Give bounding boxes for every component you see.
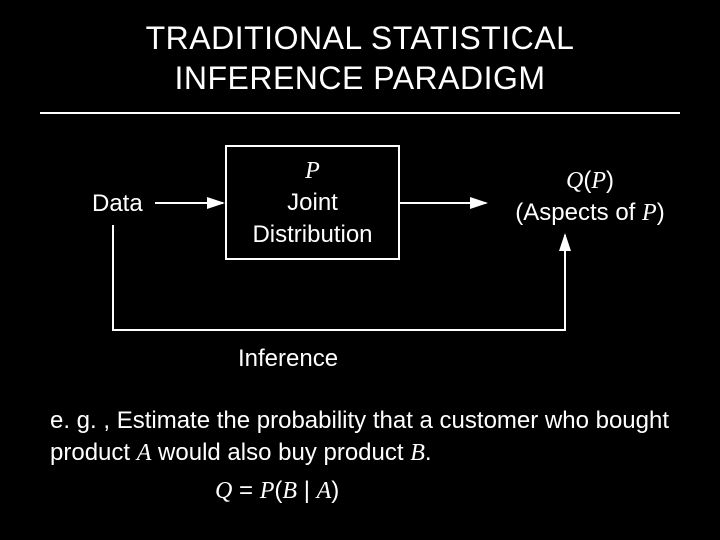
title-line-1: TRADITIONAL STATISTICAL <box>146 20 575 56</box>
joint-distribution-box: P Joint Distribution <box>225 145 400 260</box>
data-node: Data <box>92 190 143 218</box>
inference-label: Inference <box>238 345 338 373</box>
title-line-2: INFERENCE PARADIGM <box>174 60 545 96</box>
slide-title: TRADITIONAL STATISTICAL INFERENCE PARADI… <box>0 0 720 98</box>
example-text: e. g. , Estimate the probability that a … <box>50 405 670 470</box>
qp-aspects-pre: (Aspects of <box>515 199 642 226</box>
qp-node: Q(P) (Aspects of P) <box>480 165 700 230</box>
box-line-2: Distribution <box>252 219 372 250</box>
box-p: P <box>305 158 320 184</box>
qp-aspects-p: P <box>642 200 657 226</box>
qp-aspects-post: ) <box>657 199 665 226</box>
box-line-1: Joint <box>287 187 338 218</box>
title-underline <box>40 112 680 114</box>
qp-q: Q <box>566 168 583 194</box>
equation: Q = P(B | A) <box>215 477 339 505</box>
qp-p: P <box>591 168 606 194</box>
